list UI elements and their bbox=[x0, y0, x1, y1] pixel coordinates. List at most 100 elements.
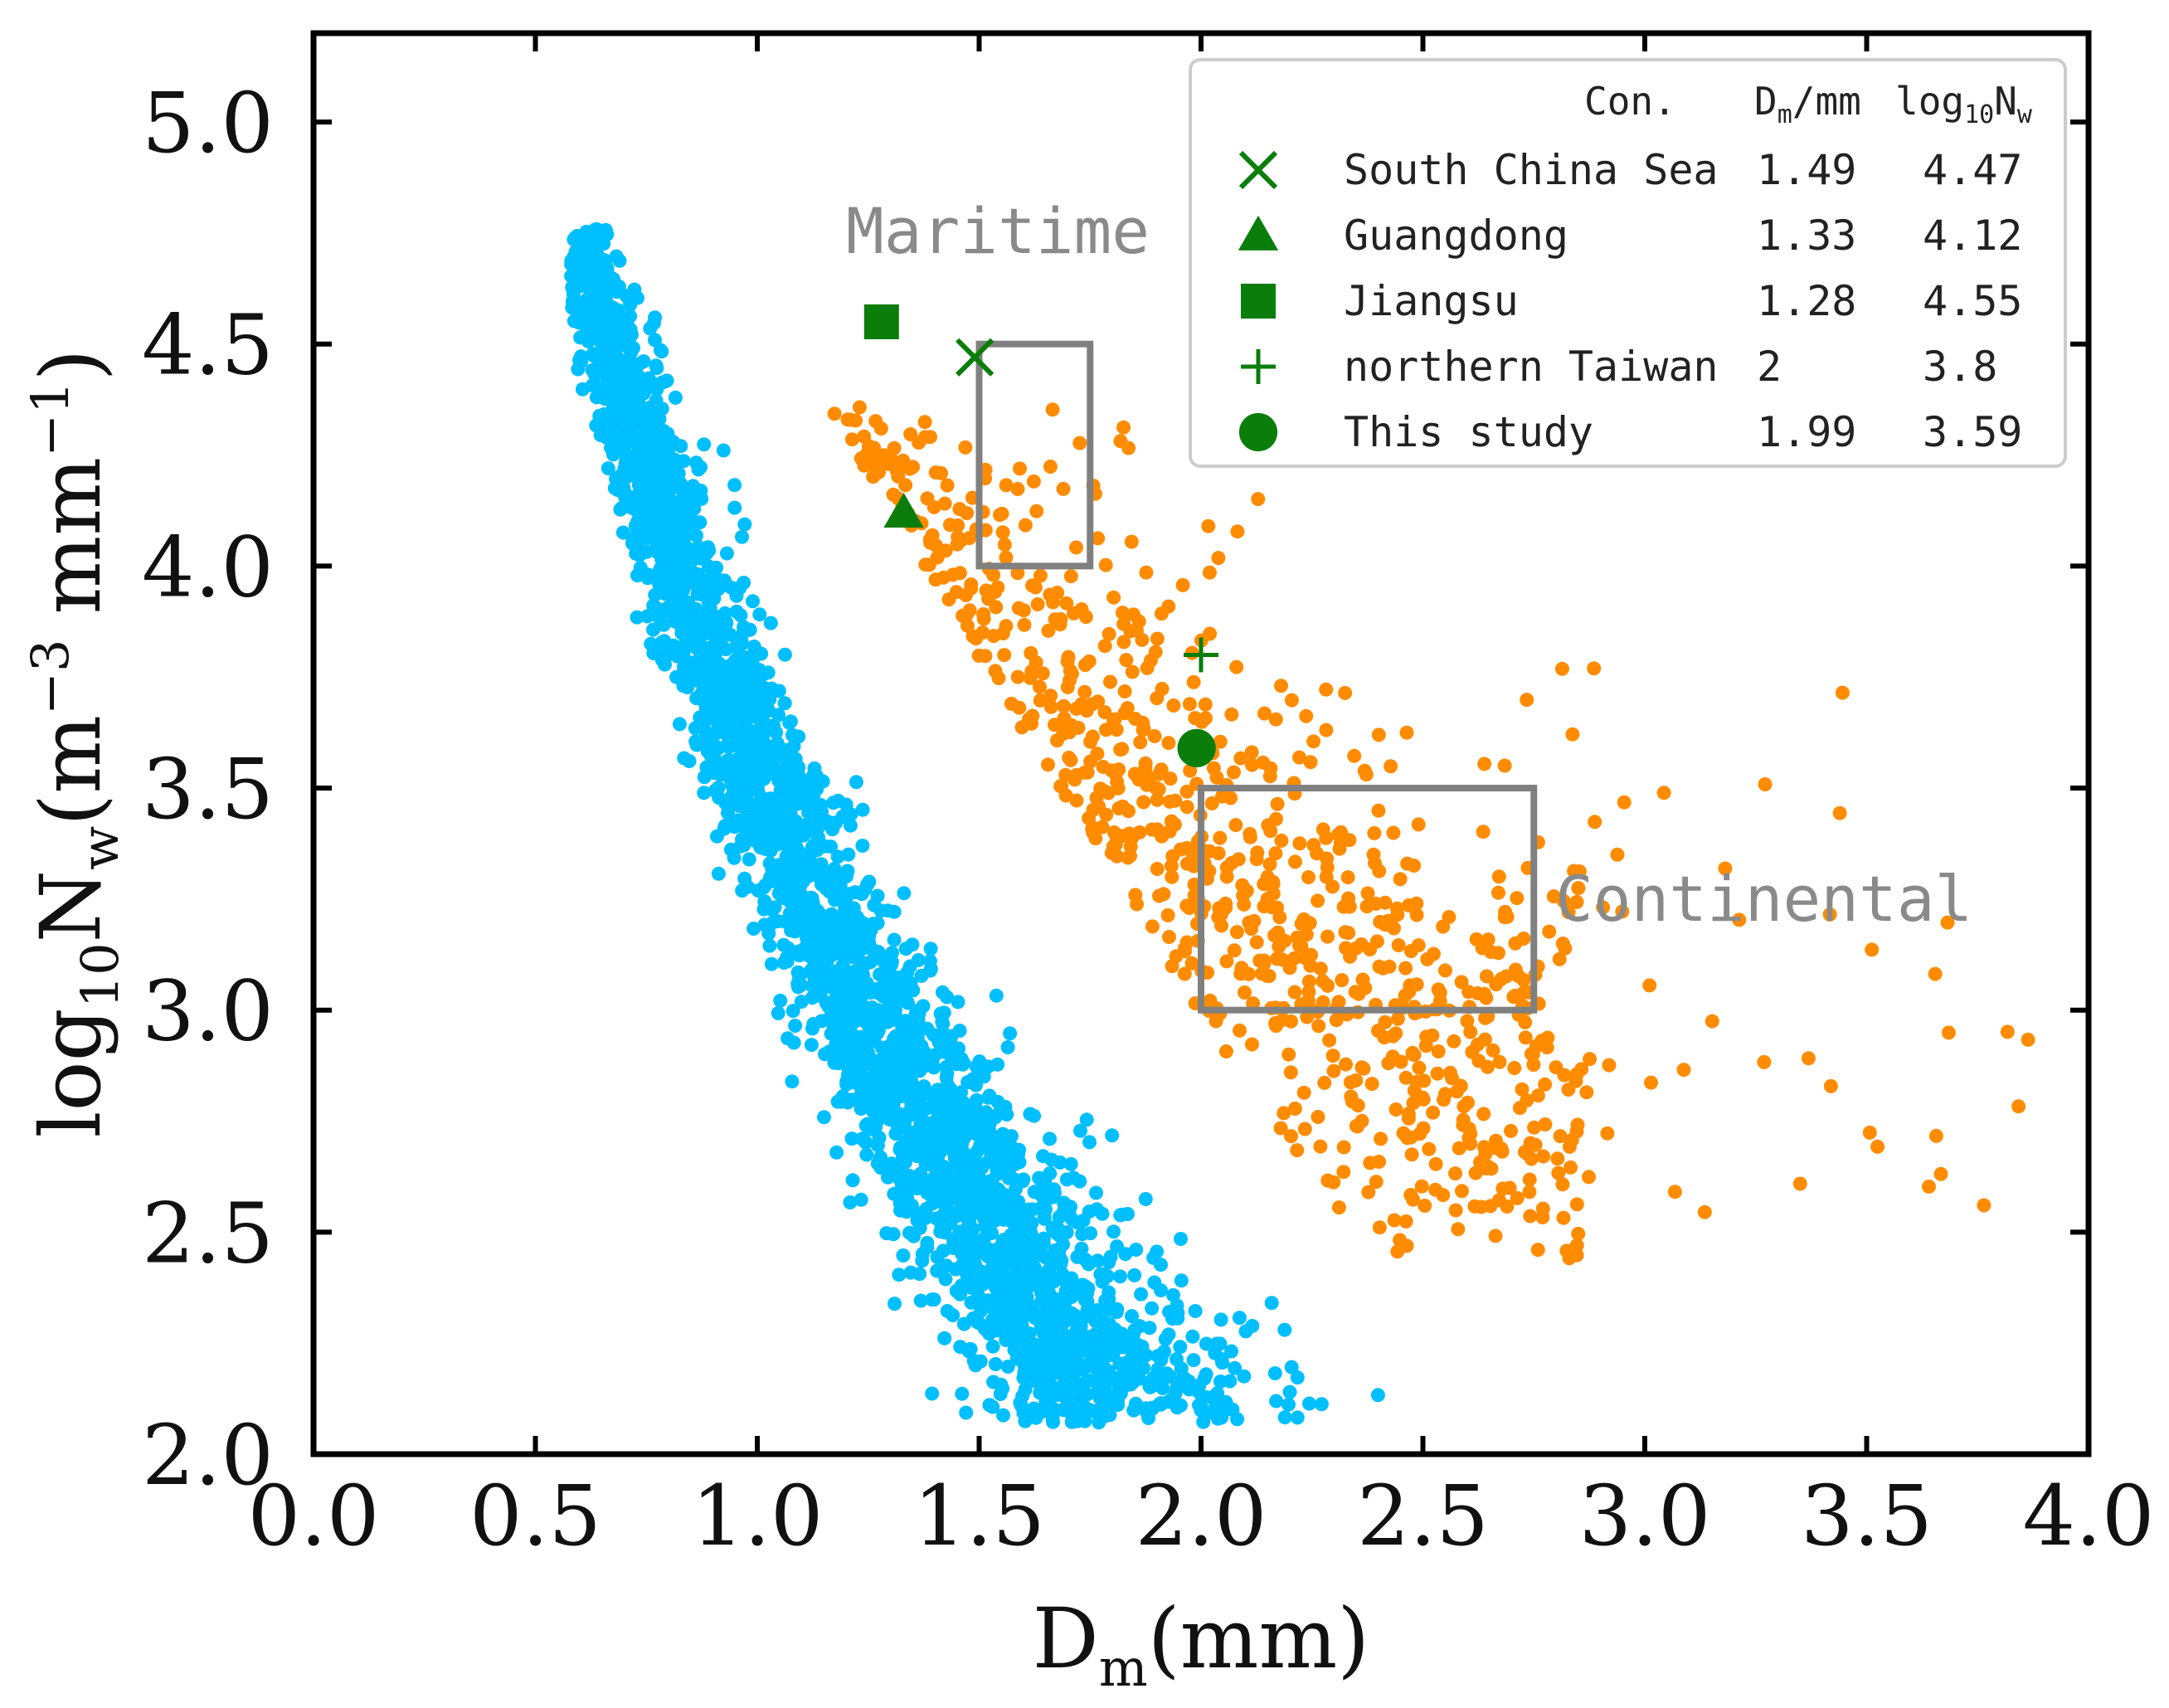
orange-point bbox=[1372, 1220, 1387, 1235]
orange-point bbox=[1162, 824, 1177, 839]
orange-point bbox=[1029, 504, 1044, 518]
blue-point bbox=[1002, 1168, 1017, 1183]
blue-point bbox=[1013, 1225, 1028, 1240]
orange-point bbox=[1617, 795, 1632, 810]
blue-point bbox=[938, 1216, 953, 1231]
blue-point bbox=[885, 1083, 900, 1098]
blue-point bbox=[771, 1005, 785, 1020]
orange-point bbox=[1471, 986, 1486, 1000]
blue-point bbox=[1168, 1386, 1183, 1401]
blue-point bbox=[589, 221, 604, 236]
blue-point bbox=[771, 770, 786, 785]
blue-point bbox=[881, 1170, 895, 1185]
blue-point bbox=[844, 913, 858, 928]
blue-point bbox=[923, 942, 938, 956]
orange-point bbox=[1213, 830, 1228, 845]
blue-point bbox=[710, 829, 724, 844]
orange-point bbox=[1582, 1170, 1596, 1185]
blue-point bbox=[935, 985, 950, 1000]
legend-row-nw: 4.47 bbox=[1923, 146, 2022, 194]
blue-point bbox=[935, 1093, 950, 1108]
blue-point bbox=[735, 529, 749, 544]
orange-point bbox=[1484, 1161, 1499, 1176]
orange-point bbox=[1417, 1073, 1432, 1088]
orange-point bbox=[1102, 626, 1116, 641]
blue-point bbox=[1029, 1374, 1043, 1389]
orange-point bbox=[1454, 975, 1469, 990]
blue-point bbox=[858, 937, 873, 952]
orange-point bbox=[1475, 941, 1490, 956]
orange-point bbox=[1276, 1012, 1290, 1027]
orange-point bbox=[857, 429, 872, 444]
x-tick-label: 1.5 bbox=[913, 1467, 1045, 1564]
blue-point bbox=[879, 1013, 894, 1028]
blue-point bbox=[1073, 1319, 1088, 1333]
orange-point bbox=[1133, 735, 1148, 750]
orange-point bbox=[895, 459, 910, 474]
blue-point bbox=[763, 616, 778, 630]
orange-point bbox=[964, 581, 979, 596]
blue-point bbox=[1097, 1409, 1111, 1423]
blue-point bbox=[1174, 1373, 1189, 1388]
blue-point bbox=[1017, 1239, 1032, 1254]
blue-point bbox=[630, 368, 645, 383]
orange-point bbox=[1161, 599, 1176, 614]
orange-point bbox=[1562, 1251, 1577, 1266]
orange-point bbox=[936, 570, 951, 585]
blue-point bbox=[1044, 1345, 1059, 1360]
orange-point bbox=[1247, 913, 1262, 928]
blue-point bbox=[672, 717, 687, 732]
blue-point bbox=[984, 1147, 999, 1162]
orange-point bbox=[1400, 856, 1415, 871]
orange-point bbox=[1561, 905, 1576, 920]
legend-row-dm: 1.33 bbox=[1757, 212, 1856, 260]
blue-point bbox=[1228, 1360, 1243, 1375]
blue-point bbox=[988, 1301, 1003, 1316]
orange-point bbox=[1491, 1193, 1506, 1208]
orange-point bbox=[1194, 714, 1209, 729]
blue-point bbox=[792, 948, 807, 963]
blue-point bbox=[1000, 1040, 1015, 1054]
orange-point bbox=[969, 631, 984, 646]
orange-point bbox=[1381, 1056, 1396, 1071]
blue-point bbox=[879, 1226, 894, 1241]
blue-point bbox=[1043, 1131, 1057, 1146]
blue-point bbox=[1238, 1324, 1253, 1339]
blue-point bbox=[807, 971, 822, 986]
orange-point bbox=[1219, 954, 1234, 969]
blue-point bbox=[911, 953, 926, 967]
orange-point bbox=[1656, 786, 1671, 800]
orange-point bbox=[1028, 580, 1043, 595]
orange-point bbox=[1239, 883, 1254, 898]
blue-point bbox=[720, 753, 735, 768]
orange-point bbox=[1218, 1044, 1233, 1058]
blue-point bbox=[866, 1058, 881, 1073]
blue-point bbox=[910, 1213, 925, 1228]
blue-point bbox=[1047, 1185, 1062, 1200]
blue-point bbox=[1281, 1397, 1296, 1412]
blue-point bbox=[901, 1066, 916, 1081]
blue-point bbox=[925, 1196, 940, 1211]
orange-point bbox=[1121, 850, 1136, 865]
legend: Con. Dm/mm log10Nw South China Sea 1.49 4.… bbox=[1189, 58, 2067, 468]
blue-point bbox=[735, 740, 750, 755]
blue-point bbox=[1045, 1272, 1060, 1287]
blue-point bbox=[725, 688, 740, 703]
blue-point bbox=[963, 1341, 978, 1356]
orange-point bbox=[1242, 966, 1257, 981]
orange-point bbox=[1043, 699, 1058, 714]
blue-point bbox=[1034, 1189, 1049, 1204]
blue-point bbox=[840, 982, 854, 997]
orange-point bbox=[1301, 974, 1316, 989]
orange-point bbox=[866, 456, 881, 471]
blue-point bbox=[905, 1147, 920, 1162]
orange-point bbox=[1177, 941, 1192, 956]
blue-point bbox=[1199, 1336, 1213, 1351]
blue-point bbox=[827, 883, 842, 898]
blue-point bbox=[990, 1243, 1004, 1258]
blue-point bbox=[1082, 1135, 1097, 1150]
orange-point bbox=[1290, 1143, 1305, 1158]
orange-point bbox=[2011, 1099, 2026, 1114]
blue-point bbox=[756, 791, 771, 806]
blue-point bbox=[735, 794, 750, 808]
